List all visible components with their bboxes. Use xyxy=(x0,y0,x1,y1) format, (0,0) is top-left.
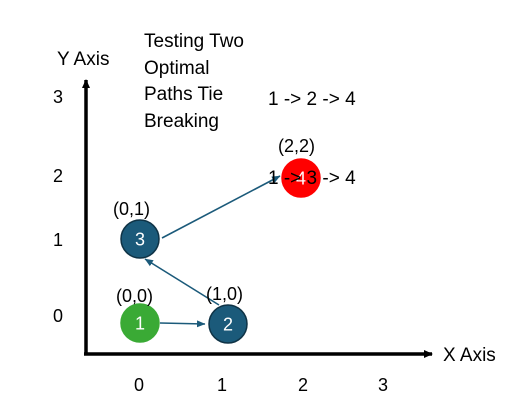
y-tick-label: 1 xyxy=(53,230,64,250)
node-4-circle xyxy=(281,158,321,198)
node-1-circle xyxy=(120,303,160,343)
x-tick-label: 1 xyxy=(217,375,228,395)
y-axis-label: Y Axis xyxy=(57,49,110,70)
y-tick-label: 0 xyxy=(53,306,64,326)
edge-3-to-4 xyxy=(161,175,281,239)
y-tick-label: 2 xyxy=(53,166,64,186)
node-4-coord-label: (2,2) xyxy=(278,136,316,156)
node-3-coord-label: (0,1) xyxy=(113,199,151,219)
optimal-paths-list: 1 -> 2 -> 4 1 -> 3 -> 4 xyxy=(268,35,356,244)
node-4-label: 4 xyxy=(296,169,306,189)
edge-1-to-2 xyxy=(159,320,206,328)
diagram-title: Testing Two Optimal Paths Tie Breaking xyxy=(144,31,244,132)
node-3-label: 3 xyxy=(135,230,145,250)
y-tick-label: 3 xyxy=(53,87,64,107)
x-axis-label: X Axis xyxy=(443,345,496,366)
node-2-circle xyxy=(208,304,248,344)
x-tick-label: 3 xyxy=(378,375,389,395)
node-2-label: 2 xyxy=(223,315,233,335)
x-tick-label: 2 xyxy=(298,375,309,395)
x-tick-label: 0 xyxy=(134,375,145,395)
edge-2-to-3 xyxy=(144,258,220,306)
node-3: 3 xyxy=(120,219,160,259)
node-2-coord-label: (1,0) xyxy=(206,284,244,304)
path-item: 1 -> 3 -> 4 xyxy=(268,167,356,189)
path-item: 1 -> 2 -> 4 xyxy=(268,89,356,110)
node-1: 1 xyxy=(120,303,160,343)
node-1-label: 1 xyxy=(135,314,145,334)
node-3-circle xyxy=(120,219,160,259)
node-2: 2 xyxy=(208,304,248,344)
node-4: 4 xyxy=(281,158,321,198)
node-1-coord-label: (0,0) xyxy=(116,286,154,306)
